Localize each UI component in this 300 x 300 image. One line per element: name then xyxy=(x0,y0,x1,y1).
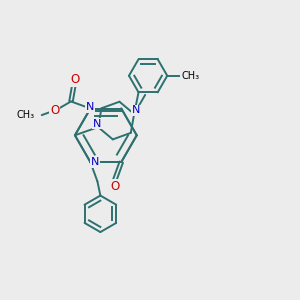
Text: O: O xyxy=(50,103,59,117)
Text: O: O xyxy=(70,73,79,86)
Text: CH₃: CH₃ xyxy=(16,110,34,120)
Text: O: O xyxy=(110,180,119,193)
Text: CH₃: CH₃ xyxy=(181,71,199,81)
Text: N: N xyxy=(91,157,99,167)
Text: N: N xyxy=(85,102,94,112)
Text: N: N xyxy=(92,118,101,129)
Text: N: N xyxy=(131,106,140,116)
